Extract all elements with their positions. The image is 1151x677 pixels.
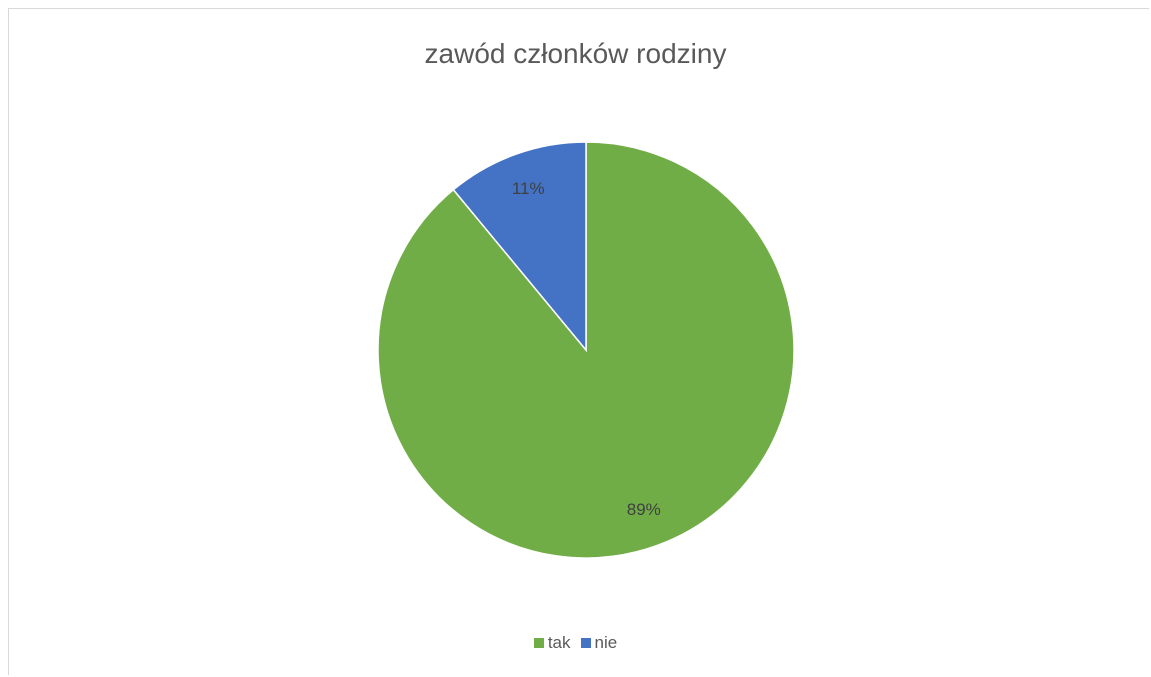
legend-label-tak: tak	[547, 633, 571, 652]
legend: tak nie	[0, 633, 1151, 653]
chart-title: zawód członków rodziny	[424, 38, 727, 69]
data-label-nie: 11%	[512, 179, 545, 198]
legend-item-tak: tak	[533, 633, 571, 653]
data-label-tak: 89%	[627, 500, 661, 519]
legend-swatch-nie	[580, 638, 591, 648]
pie-slice-nie	[452, 141, 587, 353]
legend-swatch-tak	[533, 638, 544, 648]
legend-item-nie: nie	[580, 633, 618, 653]
legend-label-nie: nie	[594, 633, 618, 652]
